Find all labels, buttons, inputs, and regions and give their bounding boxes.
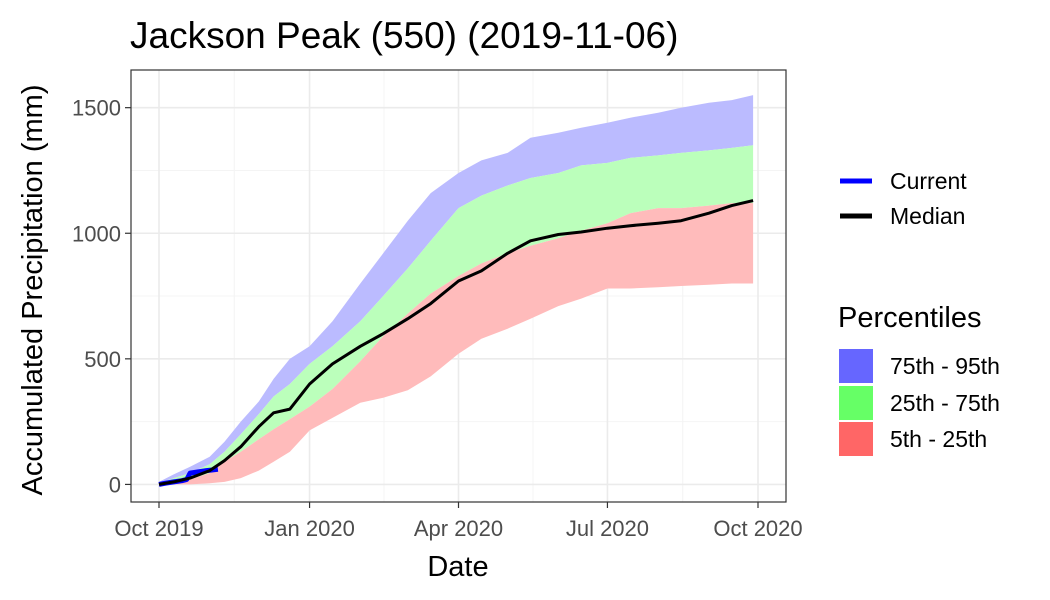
x-tick-label: Oct 2019: [114, 516, 203, 541]
legend-band-25-75-swatch: [839, 386, 873, 420]
band-5-25: [159, 203, 754, 485]
band-75-95: [159, 95, 754, 484]
legend-current-label: Current: [890, 168, 967, 194]
legend-percentiles-title: Percentiles: [838, 302, 981, 334]
series-line-median: [158, 199, 754, 486]
x-tick-label: Jul 2020: [566, 516, 649, 541]
y-axis: 0 500 1000 1500: [72, 96, 131, 497]
legend: Current Median Percentiles 75th - 95th 2…: [838, 168, 1000, 456]
y-tick-label: 1000: [72, 221, 121, 246]
y-tick-label: 1500: [72, 96, 121, 121]
legend-band-5-25-label: 5th - 25th: [890, 426, 987, 452]
legend-median-label: Median: [890, 203, 965, 229]
legend-band-75-95-swatch: [839, 349, 873, 383]
legend-band-25-75-label: 25th - 75th: [890, 390, 1000, 416]
series-lines: [158, 199, 754, 487]
y-tick-label: 500: [84, 347, 121, 372]
legend-band-75-95-label: 75th - 95th: [890, 353, 1000, 379]
legend-band-5-25-swatch: [839, 422, 873, 456]
percentile-bands: [159, 95, 754, 485]
x-tick-label: Jan 2020: [264, 516, 355, 541]
x-axis-title: Date: [427, 551, 488, 583]
chart-title: Jackson Peak (550) (2019-11-06): [130, 15, 678, 56]
y-axis-title: Accumulated Precipitation (mm): [17, 85, 49, 496]
x-tick-label: Oct 2020: [713, 516, 802, 541]
x-tick-label: Apr 2020: [414, 516, 503, 541]
y-tick-label: 0: [109, 472, 121, 497]
x-axis: Oct 2019 Jan 2020 Apr 2020 Jul 2020 Oct 2020: [114, 502, 803, 541]
band-25-75: [159, 145, 754, 485]
